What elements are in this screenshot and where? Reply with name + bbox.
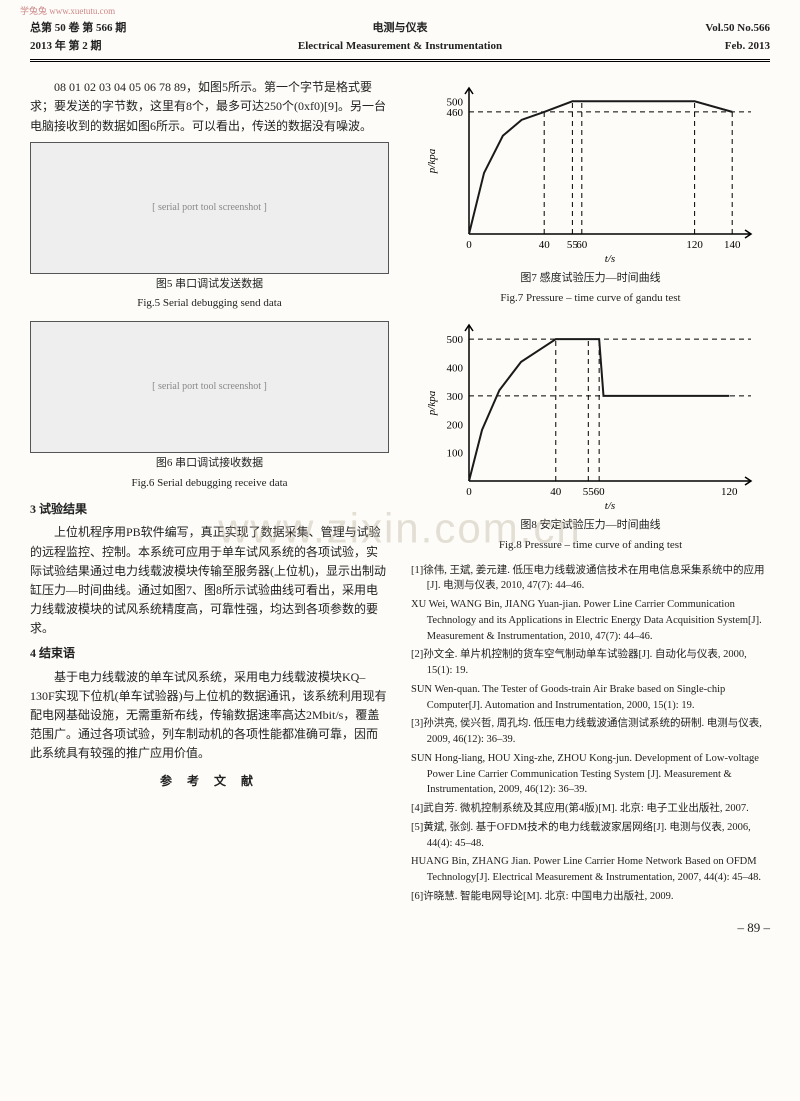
right-column: 0405560120140460500t/sp/kpa 图7 感度试验压力—时间…	[411, 74, 770, 907]
reference-item: [1]徐伟, 王斌, 姜元建. 低压电力线载波通信技术在用电信息采集系统中的应用…	[411, 563, 770, 595]
figure-6-screenshot: [ serial port tool screenshot ]	[30, 321, 389, 453]
reference-item: [2]孙文全. 单片机控制的货车空气制动单车试验器[J]. 自动化与仪表, 20…	[411, 647, 770, 679]
svg-text:400: 400	[446, 363, 463, 375]
svg-text:55: 55	[582, 486, 594, 498]
svg-text:460: 460	[446, 107, 463, 119]
svg-text:p/kpa: p/kpa	[426, 391, 438, 417]
fig8-caption-cn: 图8 安定试验压力—时间曲线	[411, 517, 770, 535]
paragraph-intro: 08 01 02 03 04 05 06 78 89，如图5所示。第一个字节是格…	[30, 78, 389, 136]
reference-item: [5]黄斌, 张剑. 基于OFDM技术的电力线载波家居网络[J]. 电测与仪表,…	[411, 820, 770, 852]
page-number: – 89 –	[30, 918, 770, 939]
figure-8-chart: 0 40 5560 120 100 200 300 400 500 t/s p/kpa	[421, 315, 761, 515]
svg-text:60: 60	[593, 486, 605, 498]
svg-text:120: 120	[686, 239, 703, 251]
section-4-title: 4 结束语	[30, 644, 389, 663]
reference-item: HUANG Bin, ZHANG Jian. Power Line Carrie…	[411, 854, 770, 886]
section-3-title: 3 试验结果	[30, 500, 389, 519]
fig7-caption-cn: 图7 感度试验压力—时间曲线	[411, 270, 770, 288]
fig5-caption-en: Fig.5 Serial debugging send data	[30, 295, 389, 313]
references-heading: 参 考 文 献	[30, 772, 389, 791]
fig5-caption-cn: 图5 串口调试发送数据	[30, 276, 389, 294]
svg-text:300: 300	[446, 391, 463, 403]
left-column: 08 01 02 03 04 05 06 78 89，如图5所示。第一个字节是格…	[30, 74, 389, 907]
reference-item: [3]孙洪亮, 侯兴哲, 周孔均. 低压电力线载波通信测试系统的研制. 电测与仪…	[411, 716, 770, 748]
svg-text:100: 100	[446, 448, 463, 460]
header-left-1: 总第 50 卷 第 566 期	[30, 20, 274, 38]
reference-item: [6]许晓慧. 智能电网导论[M]. 北京: 中国电力出版社, 2009.	[411, 889, 770, 905]
svg-text:t/s: t/s	[604, 500, 614, 512]
svg-text:t/s: t/s	[604, 253, 614, 265]
svg-text:0: 0	[466, 486, 472, 498]
header-center-1: 电测与仪表	[278, 20, 522, 38]
references-list: [1]徐伟, 王斌, 姜元建. 低压电力线载波通信技术在用电信息采集系统中的应用…	[411, 563, 770, 905]
figure-5-screenshot: [ serial port tool screenshot ]	[30, 142, 389, 274]
svg-text:500: 500	[446, 96, 463, 108]
svg-text:60: 60	[576, 239, 588, 251]
reference-item: [4]武自芳. 微机控制系统及其应用(第4版)[M]. 北京: 电子工业出版社,…	[411, 801, 770, 817]
reference-item: SUN Wen-quan. The Tester of Goods-train …	[411, 682, 770, 714]
fig6-caption-cn: 图6 串口调试接收数据	[30, 455, 389, 473]
svg-text:0: 0	[466, 239, 472, 251]
fig8-caption-en: Fig.8 Pressure – time curve of anding te…	[411, 537, 770, 555]
header-right-2: Feb. 2013	[526, 38, 770, 56]
top-watermark-small: 学兔兔 www.xuetutu.com	[20, 4, 115, 18]
svg-text:120: 120	[721, 486, 738, 498]
reference-item: XU Wei, WANG Bin, JIANG Yuan-jian. Power…	[411, 597, 770, 644]
fig7-caption-en: Fig.7 Pressure – time curve of gandu tes…	[411, 290, 770, 308]
figure-7-chart: 0405560120140460500t/sp/kpa	[421, 78, 761, 268]
fig6-caption-en: Fig.6 Serial debugging receive data	[30, 475, 389, 493]
svg-text:500: 500	[446, 335, 463, 347]
svg-text:p/kpa: p/kpa	[426, 148, 438, 174]
header-center-2: Electrical Measurement & Instrumentation	[278, 38, 522, 56]
header-right-1: Vol.50 No.566	[526, 20, 770, 38]
svg-text:40: 40	[538, 239, 550, 251]
reference-item: SUN Hong-liang, HOU Xing-zhe, ZHOU Kong-…	[411, 751, 770, 798]
header-left-2: 2013 年 第 2 期	[30, 38, 274, 56]
section-3-text: 上位机程序用PB软件编写，真正实现了数据采集、管理与试验的远程监控、控制。本系统…	[30, 523, 389, 638]
svg-text:200: 200	[446, 420, 463, 432]
svg-text:40: 40	[550, 486, 562, 498]
page-header: 总第 50 卷 第 566 期 2013 年 第 2 期 电测与仪表 Elect…	[30, 20, 770, 62]
svg-text:140: 140	[723, 239, 740, 251]
section-4-text: 基于电力线载波的单车试风系统，采用电力线载波模块KQ–130F实现下位机(单车试…	[30, 668, 389, 764]
